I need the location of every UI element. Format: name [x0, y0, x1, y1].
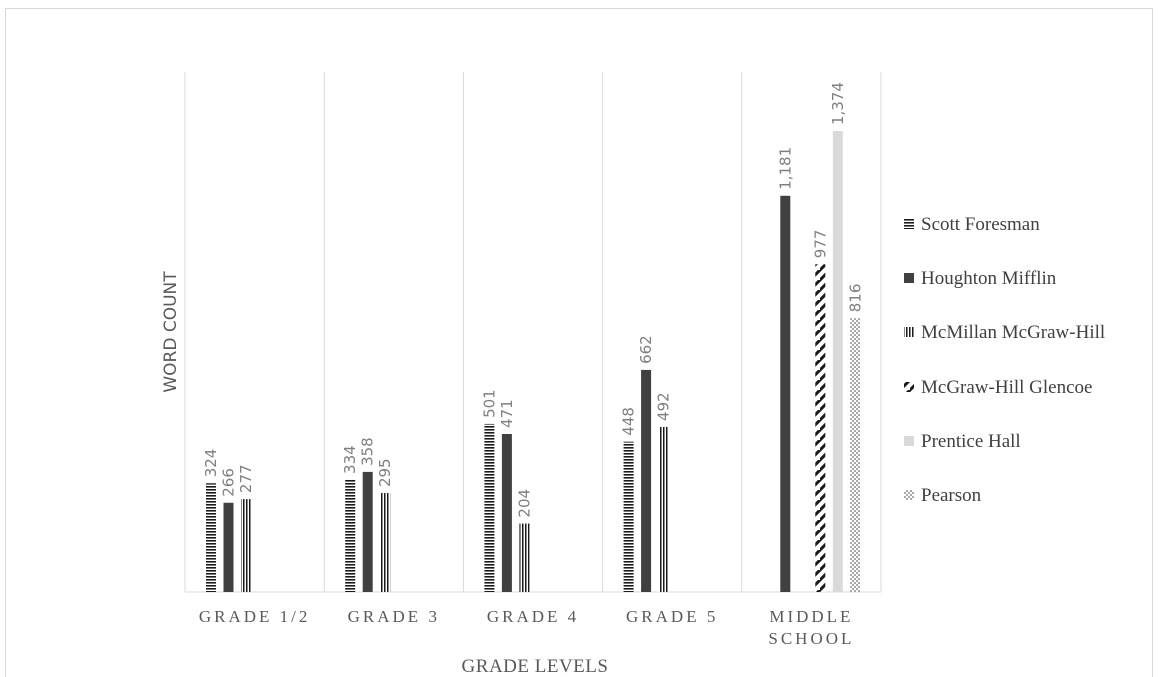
legend-swatch	[904, 436, 914, 446]
chart-frame	[5, 8, 1153, 677]
data-label: 448	[620, 407, 638, 436]
bar	[241, 499, 251, 592]
x-tick-label: GRADE 1/2	[199, 607, 311, 626]
legend-swatch	[904, 490, 914, 500]
legend-swatch	[904, 382, 914, 392]
bar	[501, 433, 512, 592]
bar	[223, 502, 234, 592]
data-label: 204	[515, 489, 533, 518]
bar	[623, 441, 634, 592]
x-tick-label-line: SCHOOL	[768, 629, 854, 648]
data-label: 492	[655, 392, 673, 421]
data-label: 501	[480, 389, 498, 418]
bar	[484, 423, 495, 592]
bar	[641, 369, 652, 592]
data-label: 1,374	[829, 82, 847, 125]
data-label: 324	[202, 449, 220, 478]
bar	[362, 471, 373, 592]
data-label: 358	[359, 437, 377, 466]
legend-item: Prentice Hall	[904, 431, 1021, 452]
bar	[380, 493, 391, 592]
x-tick-label: GRADE 5	[626, 607, 718, 626]
legend-label: McMillan McGraw-Hill	[921, 322, 1105, 343]
bar	[850, 318, 861, 592]
bar	[345, 479, 356, 592]
data-label: 816	[846, 284, 864, 313]
bar	[815, 264, 826, 592]
legend-swatch	[904, 327, 914, 337]
plot-area: GRADE 1/2 GRADE 3 GRADE 4 GRADE 5 MIDDLE SCHO…	[184, 72, 882, 648]
bar	[832, 131, 843, 592]
data-label: 1,181	[776, 147, 794, 190]
legend-label: Pearson	[921, 485, 982, 506]
legend: Scott Foresman Houghton Mifflin McMillan M…	[904, 214, 1105, 506]
legend-item: McMillan McGraw-Hill	[904, 322, 1105, 343]
y-axis-label: WORD COUNT	[161, 271, 181, 393]
x-tick-label-line: MIDDLE	[769, 607, 853, 626]
data-label: 471	[498, 399, 516, 428]
data-label: 277	[237, 464, 255, 493]
data-label: 266	[220, 468, 238, 497]
legend-label: Prentice Hall	[921, 431, 1021, 452]
bar	[780, 195, 791, 592]
legend-item: Houghton Mifflin	[904, 268, 1057, 289]
legend-label: Houghton Mifflin	[921, 268, 1057, 289]
legend-item: McGraw-Hill Glencoe	[904, 377, 1092, 398]
bar	[519, 523, 530, 592]
data-label: 977	[811, 230, 829, 259]
x-tick-label: MIDDLE SCHOOL	[768, 607, 854, 648]
data-label: 295	[376, 458, 394, 487]
bar	[206, 483, 216, 592]
legend-label: Scott Foresman	[921, 214, 1040, 235]
x-axis-label: GRADE LEVELS	[462, 656, 609, 677]
x-tick-label: GRADE 3	[348, 607, 440, 626]
legend-swatch	[904, 273, 914, 283]
legend-item: Scott Foresman	[904, 214, 1040, 235]
x-tick-label: GRADE 4	[487, 607, 579, 626]
data-label: 334	[341, 445, 359, 474]
legend-item: Pearson	[904, 485, 982, 506]
legend-swatch	[904, 219, 914, 229]
bar	[658, 426, 669, 592]
legend-label: McGraw-Hill Glencoe	[921, 377, 1092, 398]
data-label: 662	[637, 335, 655, 364]
